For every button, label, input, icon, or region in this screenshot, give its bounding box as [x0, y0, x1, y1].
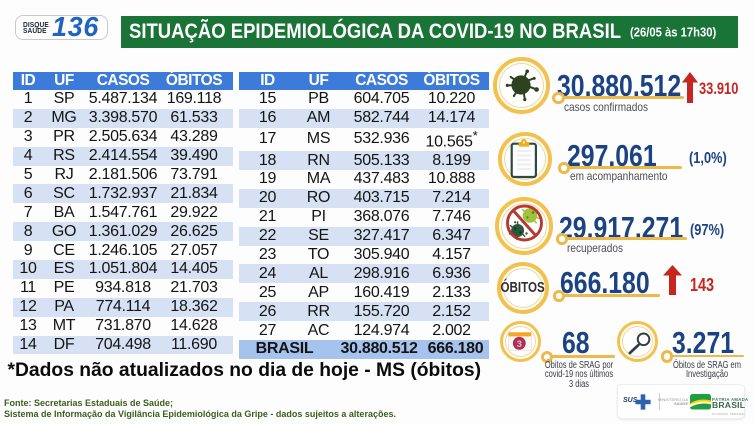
svg-text:3: 3	[516, 339, 521, 350]
